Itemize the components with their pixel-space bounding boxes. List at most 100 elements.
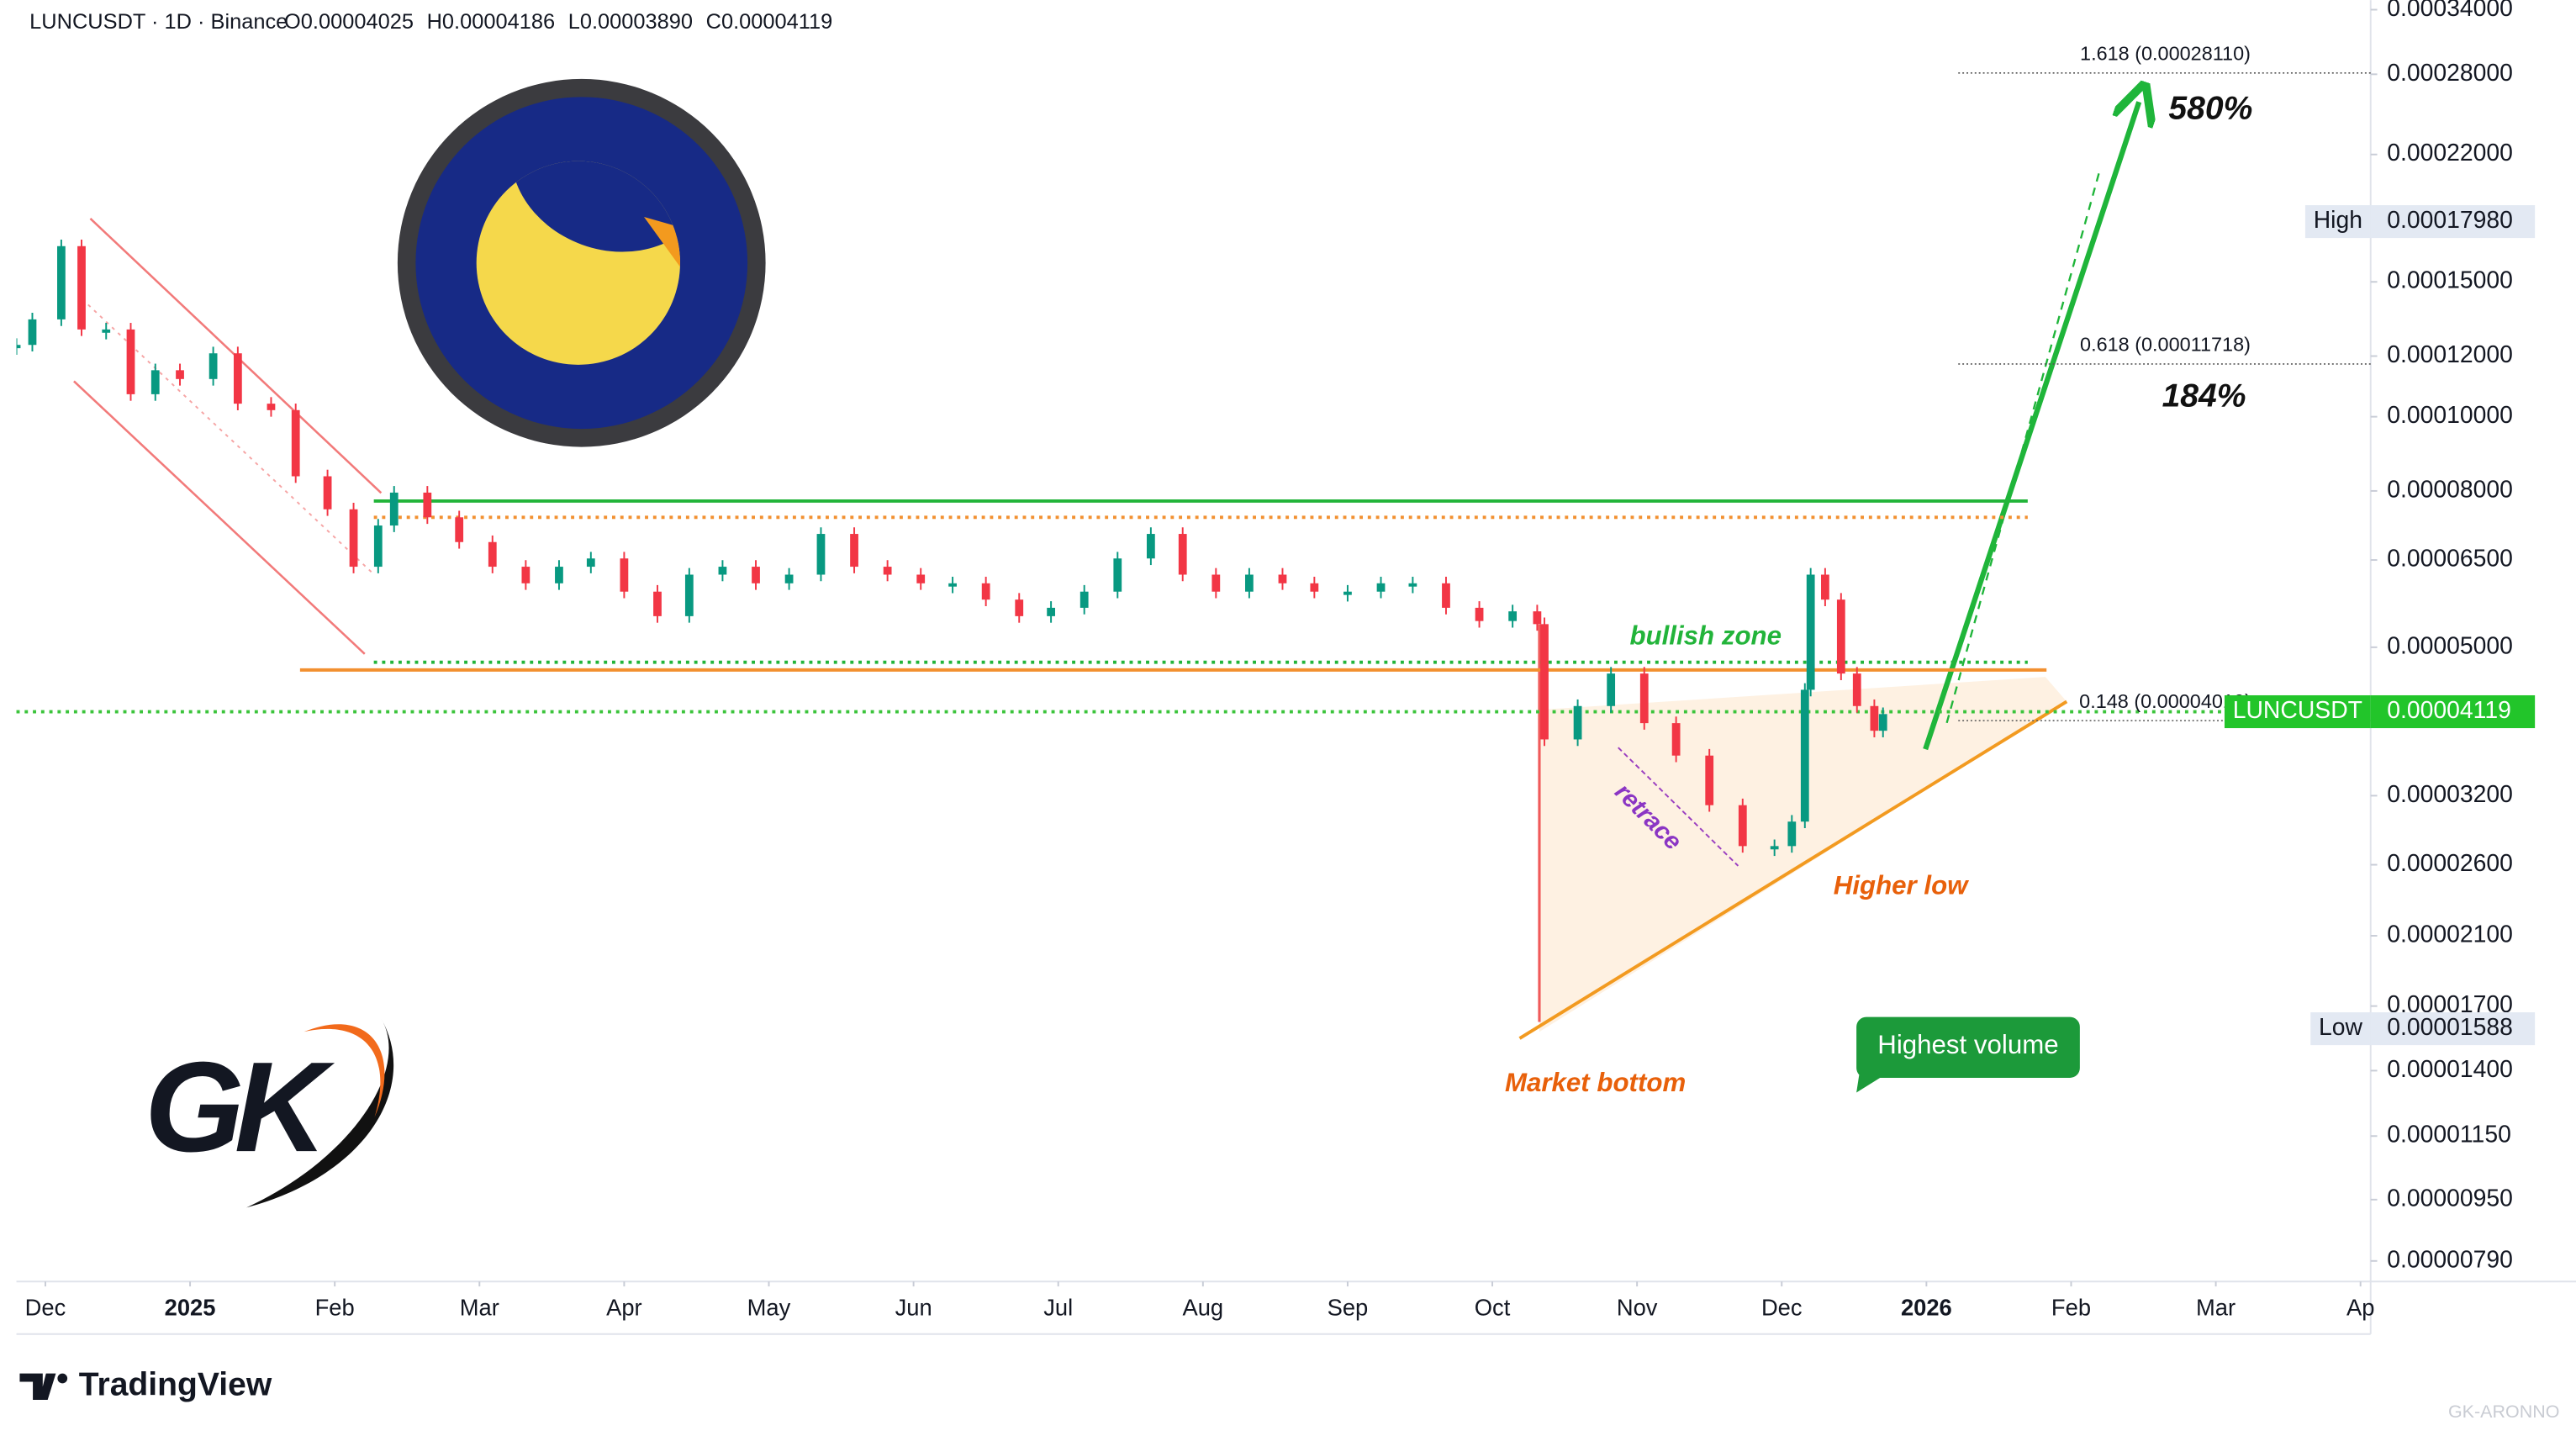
candle [850, 534, 858, 568]
y-tick-label: 0.00000950 [2387, 1185, 2513, 1212]
candle [126, 329, 135, 394]
candle [586, 558, 595, 568]
x-tick-label: Jul [1043, 1295, 1073, 1321]
candle [1573, 705, 1582, 740]
candle [752, 567, 760, 583]
x-tick-label: Apr [606, 1295, 642, 1321]
fib-label: 0.148 (0.00004010) [2079, 690, 2251, 712]
candle [1079, 591, 1089, 608]
axes: 0.00034000 0.00028000 0.00022000 0.00015000… [25, 0, 2536, 1321]
callout-box [1856, 1016, 2080, 1078]
candle [521, 567, 531, 583]
candle [1770, 846, 1779, 850]
watermark: GK-ARONNO [2448, 1402, 2560, 1422]
candle [684, 574, 694, 616]
y-tick-label: 0.00003200 [2387, 781, 2513, 808]
price-badge-value: 0.00001588 [2387, 1014, 2513, 1041]
callout-text: Highest volume [1877, 1030, 2058, 1059]
y-tick-label: 0.00015000 [2387, 267, 2513, 294]
y-tick-label: 0.00028000 [2387, 60, 2513, 87]
candle [1787, 821, 1797, 847]
y-tick-label: 0.00002600 [2387, 850, 2513, 877]
channel-line [73, 380, 366, 655]
candle [1408, 583, 1417, 587]
y-tick-label: 0.00001400 [2387, 1056, 2513, 1083]
candle [981, 583, 990, 600]
fib-label: 1.618 (0.00028110) [2080, 42, 2251, 64]
candle [1508, 611, 1518, 621]
candle [267, 404, 276, 410]
levels: 1.618 (0.00028110) 0.618 (0.00011718) 0.14… [16, 42, 2371, 721]
candle [1607, 673, 1616, 706]
x-tick-label: Sep [1328, 1295, 1369, 1321]
fib-label: 0.618 (0.00011718) [2080, 334, 2251, 356]
luna-logo [397, 78, 766, 447]
x-tick-label: Mar [2196, 1295, 2236, 1321]
candle [1806, 574, 1815, 690]
price-badge [2370, 694, 2536, 729]
ohlc-value: O0.00004025 [284, 10, 414, 34]
gk-logo: GK [145, 1018, 394, 1208]
gain-580-label: 580% [2168, 90, 2252, 126]
projection-arrow [1923, 102, 2139, 751]
candle [1245, 574, 1254, 592]
candle [816, 534, 826, 575]
tradingview-text: TradingView [79, 1367, 272, 1403]
ohlc-value: C0.00004119 [706, 10, 833, 34]
candle [718, 567, 727, 575]
price-badge-value: 0.00017980 [2387, 207, 2513, 234]
bullish-zone-label: bullish zone [1629, 620, 1782, 650]
candle [16, 345, 21, 349]
retrace-line [1618, 747, 1739, 867]
candle [1821, 574, 1829, 600]
ohlc-value: H0.00004186 [427, 10, 555, 34]
y-tick-label: 0.00022000 [2387, 140, 2513, 166]
candle [883, 567, 892, 575]
y-tick-label: 0.00001150 [2387, 1122, 2511, 1148]
candle [1343, 591, 1352, 595]
candle [28, 319, 37, 346]
triangle-zone [1539, 677, 2067, 1032]
price-badge-label: High [2314, 207, 2362, 234]
candle [102, 329, 111, 333]
gain-184-label: 184% [2162, 377, 2246, 414]
candle [948, 583, 957, 587]
price-badge [2370, 1012, 2536, 1046]
candle [1146, 534, 1155, 559]
candles [16, 239, 1887, 857]
x-tick-label: Oct [1475, 1295, 1511, 1321]
candle [1671, 723, 1681, 756]
candle [1540, 624, 1549, 740]
candle [1310, 583, 1319, 592]
candle [1211, 574, 1221, 592]
candle [1442, 583, 1450, 608]
x-tick-label: Feb [315, 1295, 355, 1321]
candle [1836, 599, 1845, 674]
x-tick-label: Aug [1182, 1295, 1223, 1321]
y-tick-label: 0.00002100 [2387, 921, 2513, 948]
price-badge-value: 0.00004119 [2387, 697, 2511, 724]
y-tick-label: 0.00034000 [2387, 0, 2513, 22]
y-tick-label: 0.00012000 [2387, 341, 2513, 368]
higher-low-label: Higher low [1834, 871, 1969, 900]
ohlc-value: L0.00003890 [568, 10, 693, 34]
y-tick-label: 0.00008000 [2387, 476, 2513, 503]
x-tick-label: Jun [895, 1295, 932, 1321]
x-tick-label: Ap [2346, 1295, 2374, 1321]
candle [1278, 574, 1287, 583]
candle [1047, 607, 1055, 616]
candle [323, 476, 332, 509]
candle [373, 525, 383, 568]
candle [1475, 607, 1484, 621]
y-tick-label: 0.00006500 [2387, 546, 2513, 573]
candle [1178, 534, 1187, 575]
candle [1705, 755, 1714, 805]
candle [423, 492, 432, 518]
price-badge-label-box [2304, 205, 2371, 239]
candle [1639, 673, 1649, 724]
candle [784, 574, 794, 583]
y-tick-label: 0.00010000 [2387, 402, 2513, 429]
